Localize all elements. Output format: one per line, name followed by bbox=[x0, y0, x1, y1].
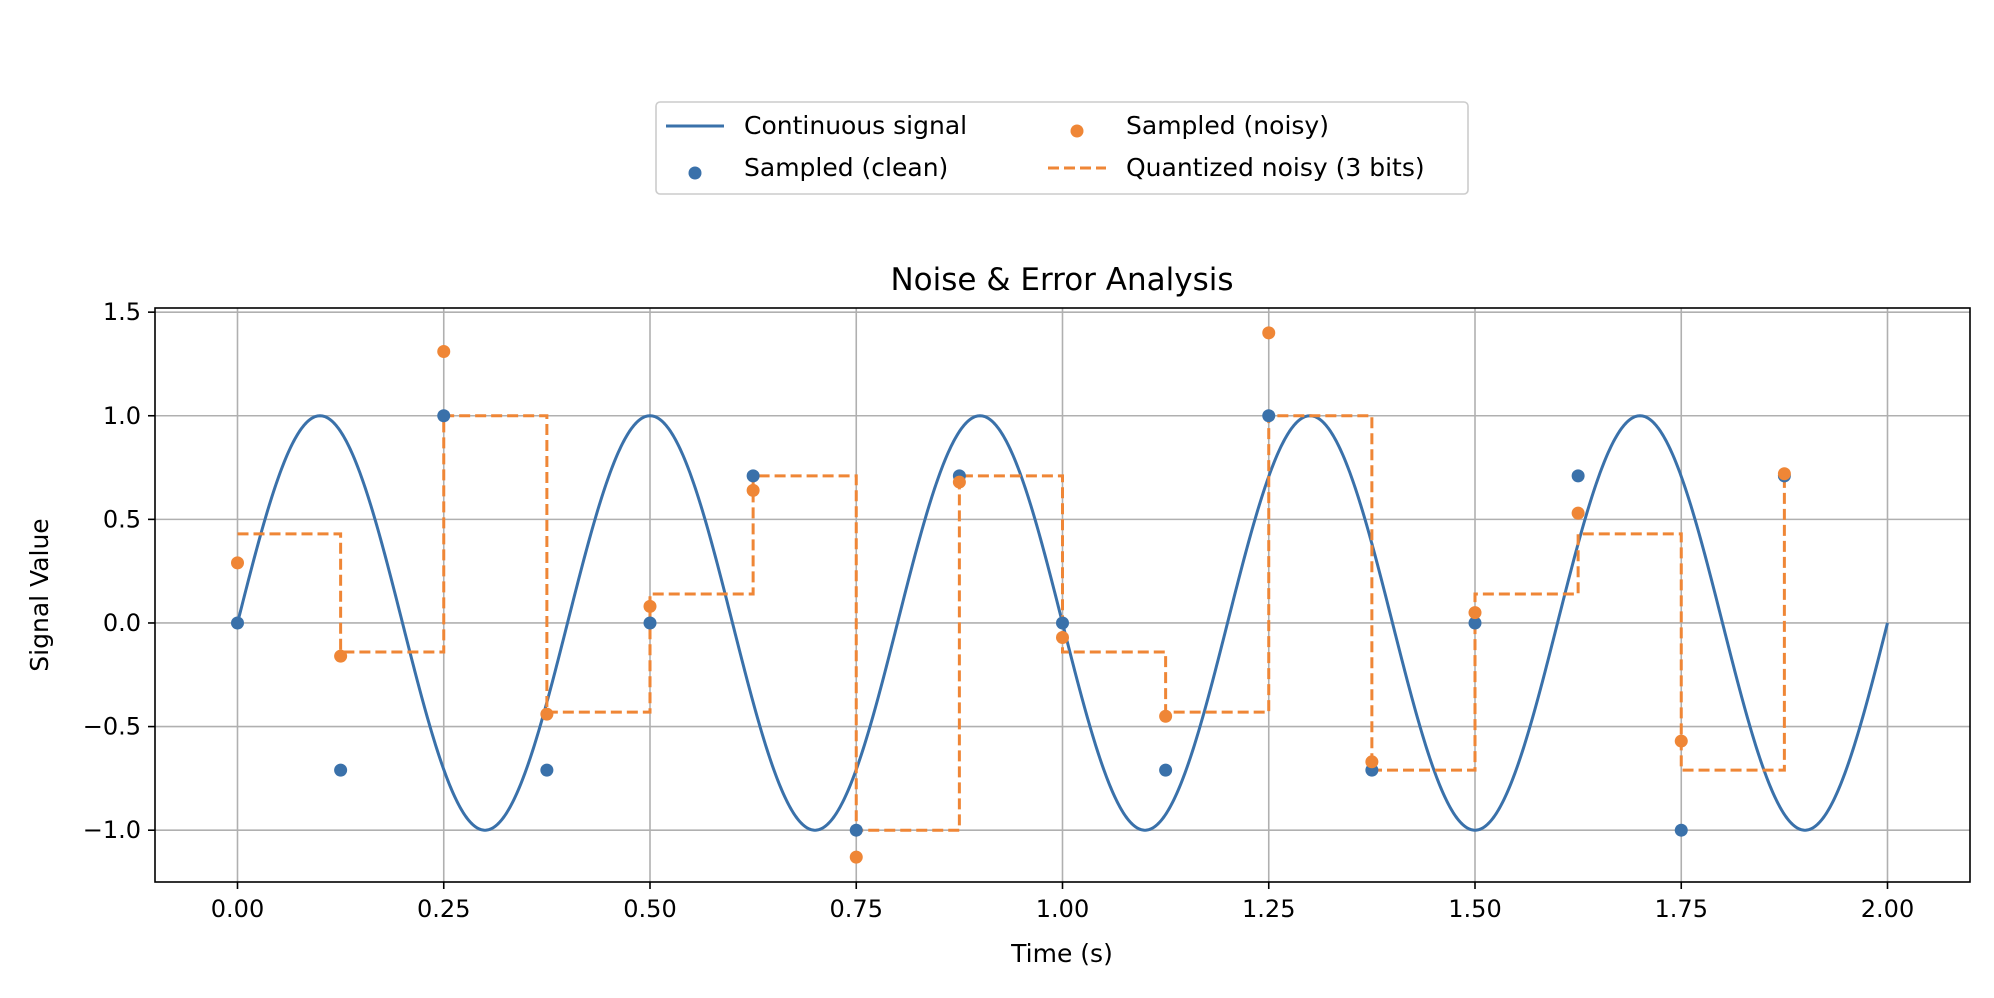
x-tick-label: 0.25 bbox=[417, 895, 470, 923]
plot-area bbox=[231, 326, 1889, 864]
clean-sample-point bbox=[1571, 469, 1585, 483]
legend-marker-handle bbox=[1070, 124, 1084, 138]
legend: Continuous signal Sampled (clean) Sampled … bbox=[655, 101, 1469, 195]
clean-sample-point bbox=[849, 823, 863, 837]
noisy-sample-point bbox=[1262, 326, 1276, 340]
legend-marker-handle bbox=[688, 166, 702, 180]
x-tick-label: 2.00 bbox=[1861, 895, 1914, 923]
noisy-sample-point bbox=[1365, 755, 1379, 769]
noisy-sample-point bbox=[437, 345, 451, 359]
clean-sample-point bbox=[1468, 616, 1482, 630]
clean-sample-point bbox=[540, 763, 554, 777]
clean-sample-point bbox=[1159, 763, 1173, 777]
x-axis-ticks: 0.00 0.25 0.50 0.75 1.00 1.25 1.50 1.75 2.00 bbox=[211, 882, 1914, 923]
clean-sample-point bbox=[643, 616, 657, 630]
y-tick-label: −1.0 bbox=[83, 816, 141, 844]
clean-sample-point bbox=[334, 763, 348, 777]
clean-sample-point bbox=[231, 616, 244, 630]
noisy-sample-point bbox=[849, 850, 863, 864]
legend-label: Sampled (noisy) bbox=[1126, 111, 1329, 140]
quantized-step-line bbox=[237, 414, 1786, 832]
x-tick-label: 1.00 bbox=[1036, 895, 1089, 923]
y-tick-label: 1.0 bbox=[103, 402, 141, 430]
noisy-sample-point bbox=[1674, 734, 1688, 748]
noisy-sample-point bbox=[1468, 606, 1482, 620]
noisy-sample-point bbox=[1159, 709, 1173, 723]
x-tick-label: 0.75 bbox=[830, 895, 883, 923]
noisy-sample-point bbox=[746, 483, 760, 497]
grid-lines bbox=[155, 308, 1970, 882]
noisy-sample-point bbox=[643, 599, 657, 613]
y-tick-label: 0.5 bbox=[103, 505, 141, 533]
noisy-sample-point bbox=[231, 556, 244, 570]
noisy-sample-point bbox=[1056, 630, 1069, 644]
clean-sample-point bbox=[1056, 616, 1069, 630]
y-tick-label: 0.0 bbox=[103, 609, 141, 637]
chart-title: Noise & Error Analysis bbox=[890, 262, 1233, 298]
x-tick-label: 1.25 bbox=[1242, 895, 1295, 923]
clean-sample-point bbox=[437, 409, 451, 423]
legend-label: Sampled (clean) bbox=[744, 153, 948, 182]
legend-label: Continuous signal bbox=[744, 111, 967, 140]
x-tick-label: 0.00 bbox=[211, 895, 264, 923]
noisy-sample-point bbox=[952, 475, 966, 489]
noisy-sample-point bbox=[1571, 506, 1585, 520]
clean-sample-point bbox=[1674, 823, 1688, 837]
x-tick-label: 0.50 bbox=[623, 895, 676, 923]
y-tick-label: −0.5 bbox=[83, 713, 141, 741]
x-tick-label: 1.50 bbox=[1448, 895, 1501, 923]
noisy-sample-point bbox=[540, 707, 554, 721]
y-axis-ticks: −1.0 −0.5 0.0 0.5 1.0 1.5 bbox=[83, 298, 155, 844]
legend-box bbox=[655, 101, 1469, 195]
clean-sample-point bbox=[746, 469, 760, 483]
legend-label: Quantized noisy (3 bits) bbox=[1126, 153, 1425, 182]
x-tick-label: 1.75 bbox=[1655, 895, 1708, 923]
y-axis-label: Signal Value bbox=[25, 518, 54, 671]
x-axis-label: Time (s) bbox=[1010, 939, 1113, 968]
noisy-sample-point bbox=[334, 649, 348, 663]
noisy-sample-point bbox=[1777, 467, 1791, 481]
clean-sample-point bbox=[1262, 409, 1276, 423]
y-tick-label: 1.5 bbox=[103, 298, 141, 326]
